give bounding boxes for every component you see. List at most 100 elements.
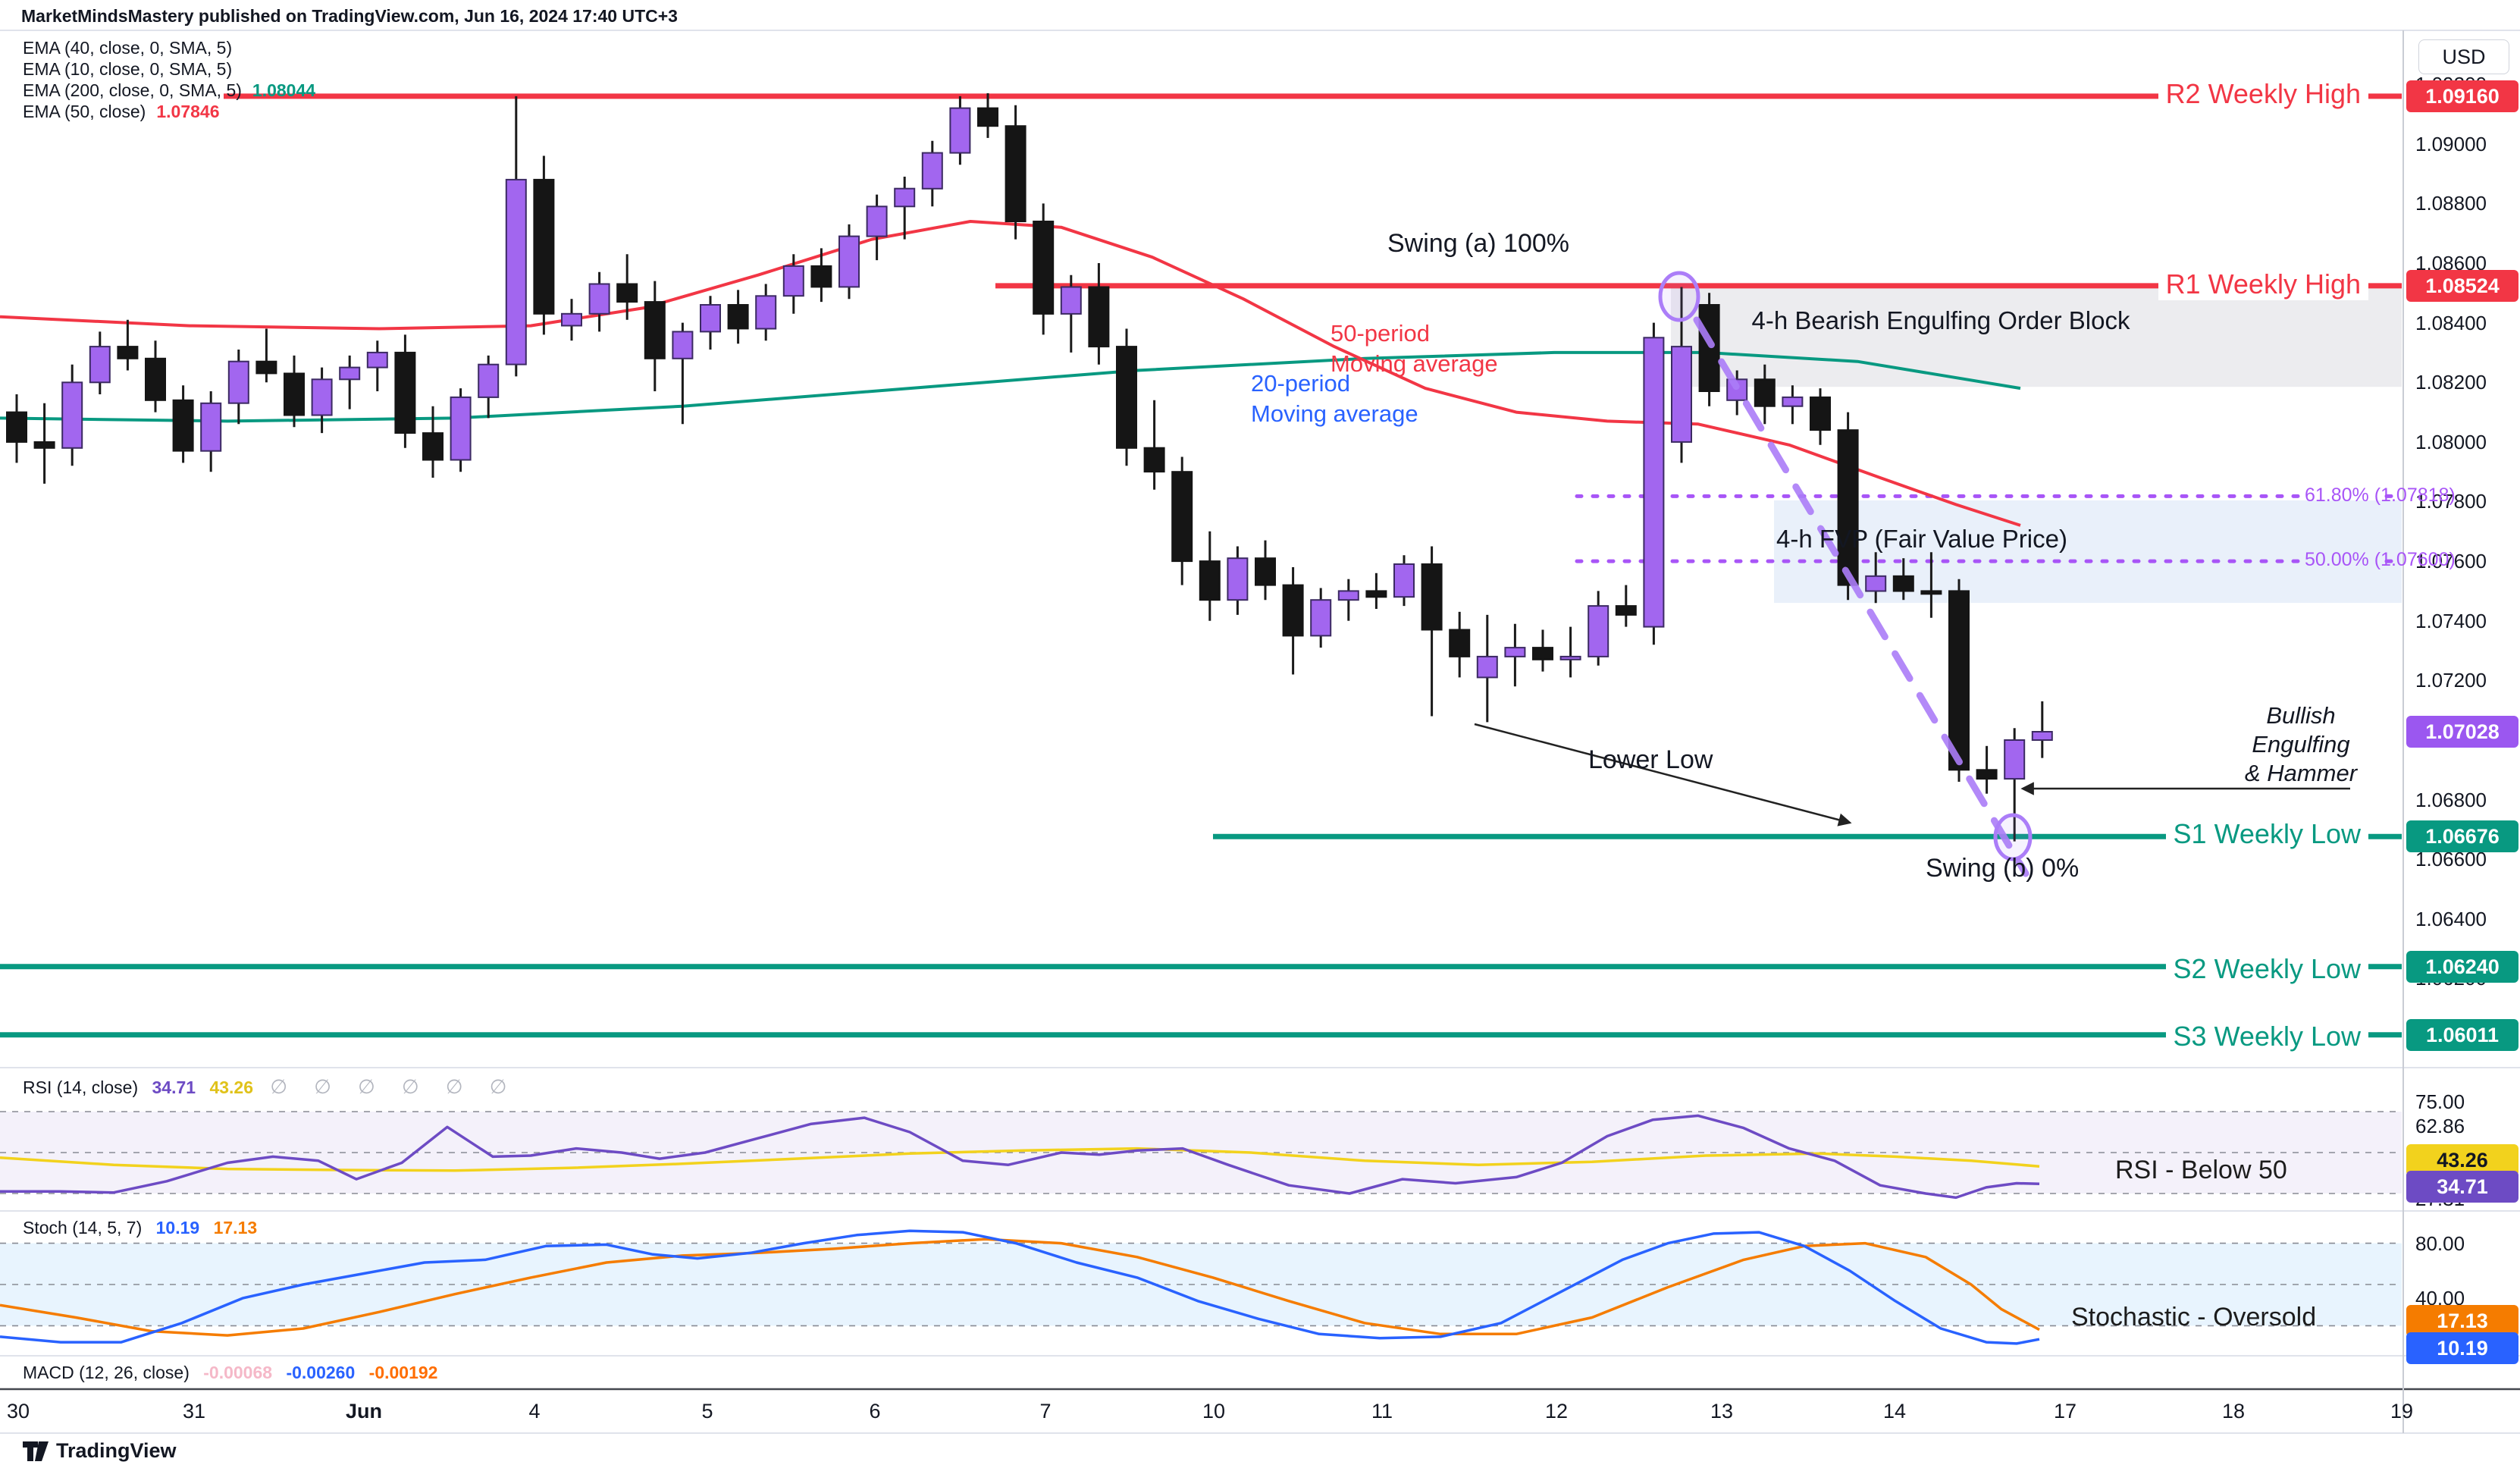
time-tick-17: 17 <box>2053 1400 2077 1423</box>
price-tick-1.08400: 1.08400 <box>2415 312 2487 334</box>
candle-body <box>727 304 749 330</box>
candle-body <box>588 283 610 315</box>
time-tick-5: 5 <box>701 1400 713 1423</box>
legend-ema10[interactable]: EMA (10, close, 0, SMA, 5) <box>23 59 232 80</box>
stoch-d-line <box>0 1237 2040 1337</box>
candle-body <box>921 152 943 190</box>
price-badge-1.09160: 1.09160 <box>2406 80 2518 112</box>
label-r1-weekly-high: R1 Weekly High <box>2158 268 2368 300</box>
price-tick-1.08000: 1.08000 <box>2415 431 2487 453</box>
rsi-hidden-series-icons[interactable]: ∅ ∅ ∅ ∅ ∅ ∅ <box>270 1075 518 1098</box>
candle-body <box>6 411 27 443</box>
candle-body <box>172 399 194 452</box>
label-s3-weekly-low: S3 Weekly Low <box>2165 1021 2368 1052</box>
price-badge-1.06676: 1.06676 <box>2406 820 2518 852</box>
legend-ema200[interactable]: EMA (200, close, 0, SMA, 5) 1.08044 <box>23 80 315 101</box>
time-tick-10: 10 <box>1202 1400 1226 1423</box>
candle-body <box>145 357 166 401</box>
candle-body <box>227 360 249 404</box>
legend-ema40[interactable]: EMA (40, close, 0, SMA, 5) <box>23 38 232 58</box>
candle-body <box>200 402 222 452</box>
candle-body <box>894 187 916 208</box>
candle-body <box>1782 396 1804 407</box>
candle-body <box>1532 647 1553 660</box>
stoch-axis-80.00: 80.00 <box>2415 1232 2465 1255</box>
candle-body <box>1337 590 1359 601</box>
ma50-line <box>0 220 2021 527</box>
swing-b-annotation: Swing (b) 0% <box>1926 854 2080 883</box>
candle-body <box>838 235 860 288</box>
rsi-line <box>0 1114 2040 1200</box>
candle-body <box>450 396 472 461</box>
candle-body <box>339 366 361 381</box>
lower-low-annotation: Lower Low <box>1588 745 1713 774</box>
label-r2-weekly-high: R2 Weekly High <box>2158 78 2368 110</box>
candle-body <box>1671 346 1692 443</box>
legend-ema200-label: EMA (200, close, 0, SMA, 5) <box>23 80 242 100</box>
candle-body <box>1282 584 1304 637</box>
rsi-panel-title[interactable]: RSI (14, close) 34.71 43.26 ∅ ∅ ∅ ∅ ∅ ∅ <box>23 1075 517 1099</box>
price-badge-1.08524: 1.08524 <box>2406 270 2518 302</box>
tradingview-brand[interactable]: TradingView <box>23 1439 177 1463</box>
tradingview-logo-text: TradingView <box>56 1439 177 1462</box>
ma20-annotation: 20-period Moving average <box>1251 369 1418 429</box>
candle-body <box>255 360 277 375</box>
ma50-annotation-line1: 50-period <box>1331 320 1430 347</box>
fib-618-label: 61.80% (1.07818) <box>2305 485 2456 506</box>
candle-body <box>782 265 804 297</box>
candle-body <box>1421 563 1443 631</box>
rsi-title-label: RSI (14, close) <box>23 1077 139 1097</box>
bullish-engulfing-annotation: Bullish Engulfing & Hammer <box>2199 701 2403 788</box>
stoch-panel-title[interactable]: Stoch (14, 5, 7) 10.19 17.13 <box>23 1218 257 1238</box>
price-tick-1.06400: 1.06400 <box>2415 908 2487 930</box>
fib-50-label: 50.00% (1.07600) <box>2305 549 2456 570</box>
stoch-badge-10.19: 10.19 <box>2406 1332 2518 1364</box>
ma20-annotation-line1: 20-period <box>1251 370 1350 397</box>
candle-body <box>1643 337 1665 628</box>
price-badge-1.07028: 1.07028 <box>2406 716 2518 748</box>
candle-body <box>1476 655 1498 679</box>
candle-body <box>33 441 55 449</box>
candle-body <box>1976 769 1998 780</box>
stoch-title-label: Stoch (14, 5, 7) <box>23 1218 143 1237</box>
time-tick-7: 7 <box>1039 1400 1052 1423</box>
swing-a-annotation: Swing (a) 100% <box>1387 229 1570 258</box>
candle-body <box>1365 590 1387 598</box>
candle-body <box>1810 396 1831 431</box>
price-tick-1.09000: 1.09000 <box>2415 133 2487 155</box>
legend-ema50-value: 1.07846 <box>156 102 220 121</box>
candle-body <box>1865 575 1887 592</box>
candle-body <box>949 107 971 154</box>
candle-body <box>2004 739 2026 780</box>
order-block-annotation: 4-h Bearish Engulfing Order Block <box>1751 306 2130 334</box>
rsi-value: 34.71 <box>152 1077 196 1097</box>
candle-body <box>1227 557 1249 601</box>
candle-body <box>1754 378 1776 407</box>
candle-body <box>394 351 416 434</box>
time-tick-11: 11 <box>1371 1400 1393 1423</box>
currency-chip[interactable]: USD <box>2418 39 2509 74</box>
publish-header: MarketMindsMastery published on TradingV… <box>21 6 678 26</box>
time-tick-14: 14 <box>1882 1400 1907 1423</box>
candle-body <box>1449 629 1471 657</box>
swing-circle-b <box>1993 813 2033 861</box>
legend-ema50[interactable]: EMA (50, close) 1.07846 <box>23 102 219 122</box>
candle-body <box>810 265 832 288</box>
time-tick-31: 31 <box>182 1400 206 1423</box>
candle-body <box>505 178 527 365</box>
bullish-line2: Engulfing <box>2252 731 2350 758</box>
candle-body <box>533 178 555 315</box>
ma50-annotation-line2: Moving average <box>1331 350 1498 377</box>
rsi-axis-75.00: 75.00 <box>2415 1090 2465 1113</box>
legend-ema200-value: 1.08044 <box>252 80 316 100</box>
price-badge-1.06240: 1.06240 <box>2406 951 2518 983</box>
macd-panel-title[interactable]: MACD (12, 26, close) -0.00068 -0.00260 -… <box>23 1363 437 1383</box>
candle-body <box>1504 647 1526 657</box>
rsi-badge-34.71: 34.71 <box>2406 1171 2518 1203</box>
candle-body <box>61 381 83 449</box>
candle-body <box>977 107 998 127</box>
candle-body <box>422 432 444 461</box>
candle-body <box>866 205 888 237</box>
price-tick-1.07600: 1.07600 <box>2415 550 2487 572</box>
rsi-axis-62.86: 62.86 <box>2415 1115 2465 1137</box>
